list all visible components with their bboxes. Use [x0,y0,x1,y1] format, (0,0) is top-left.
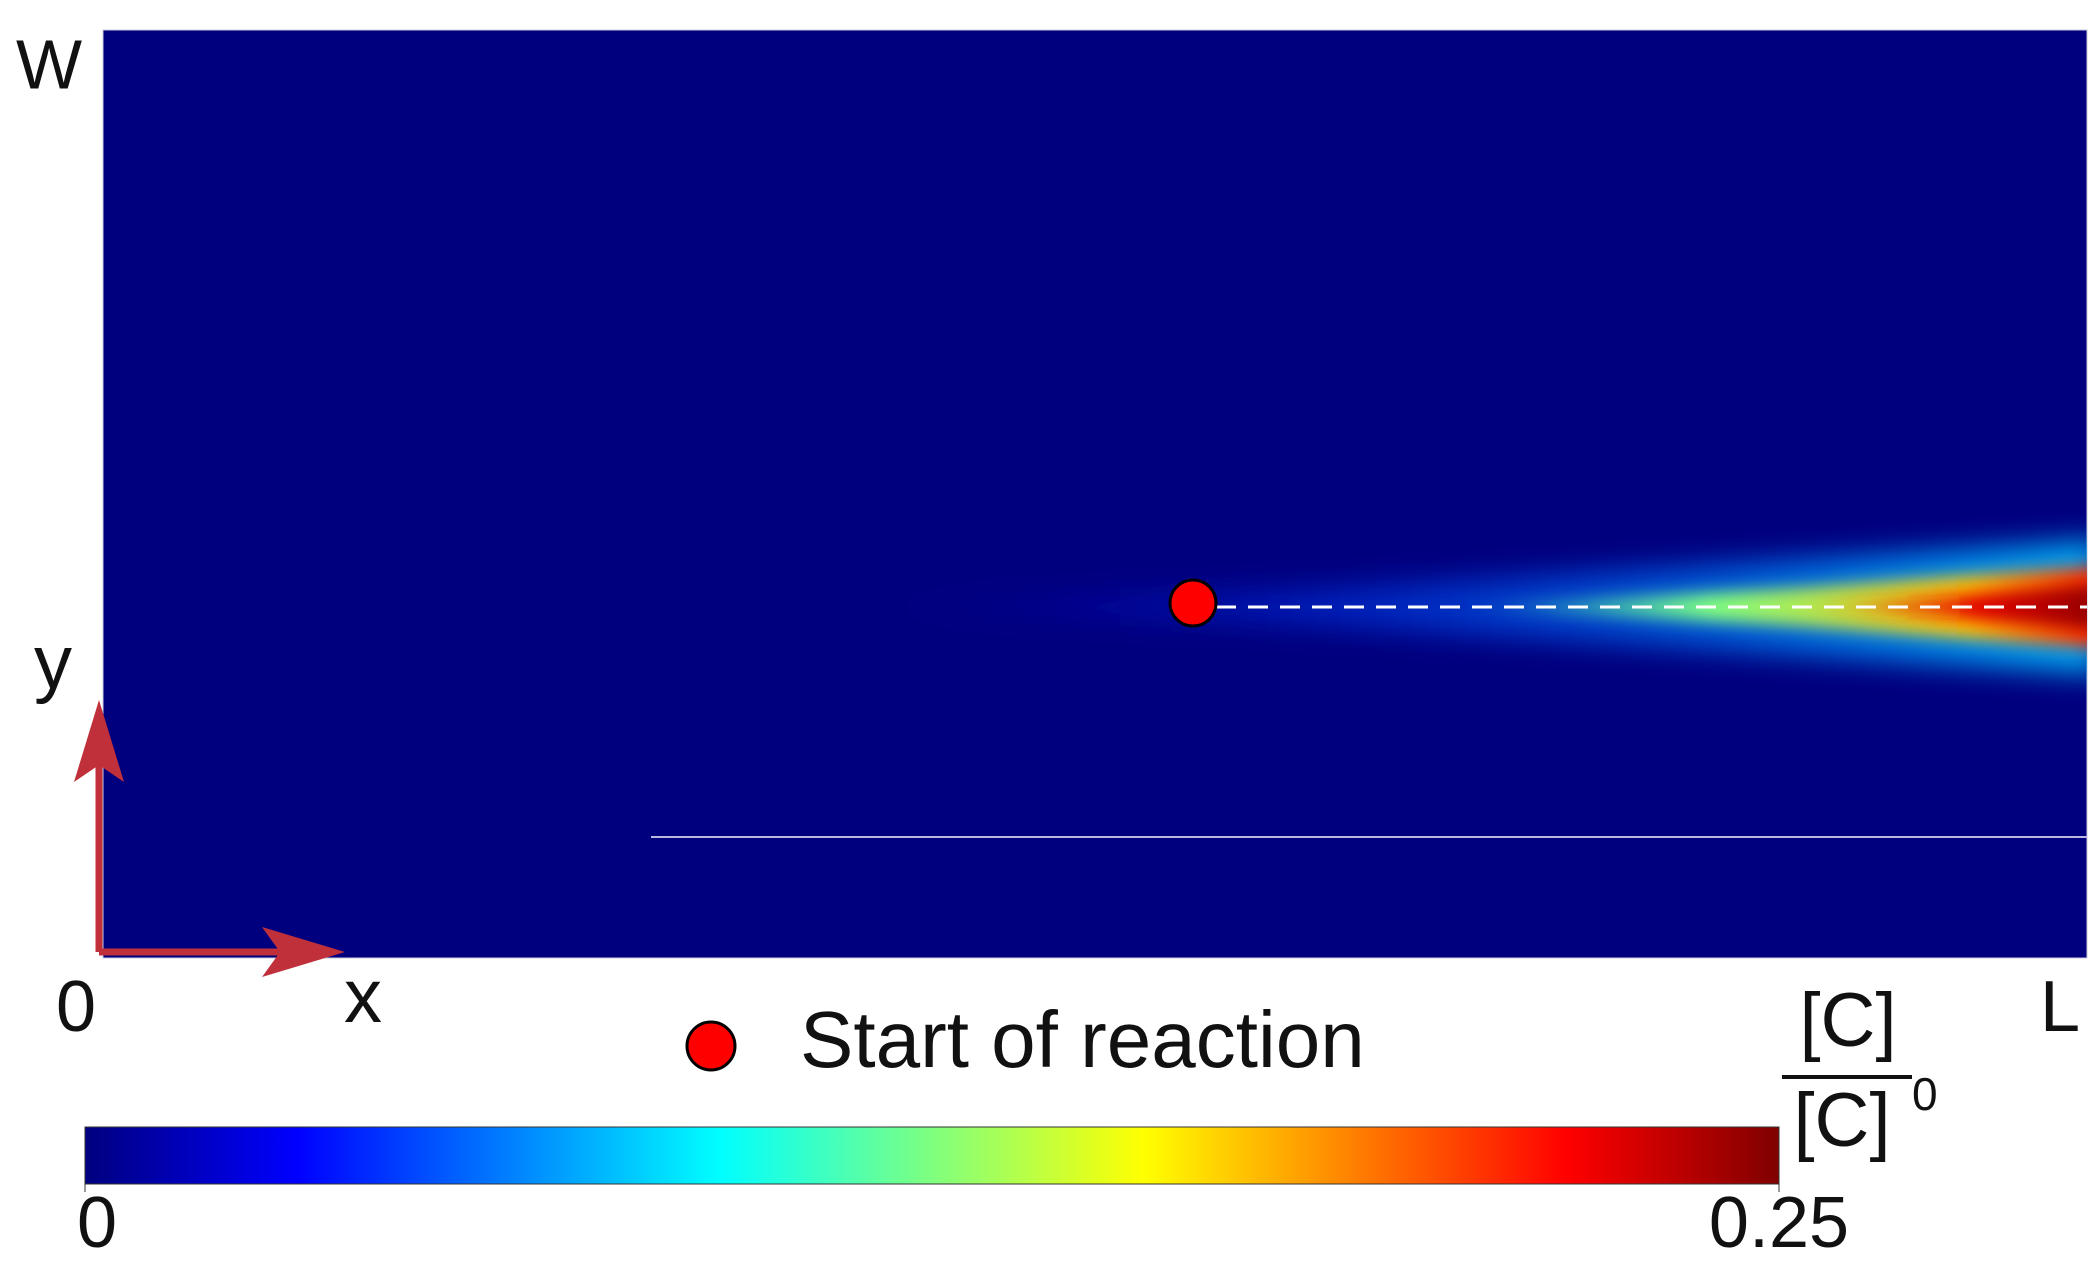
plume-hot [1800,585,2087,629]
w-label: W [16,25,82,103]
legend-label: Start of reaction [800,995,1365,1084]
colorbar [84,1126,1780,1185]
legend-marker [685,1020,737,1072]
colorbar-tick-label: 0.25 [1709,1183,1849,1263]
x-label: x [344,954,382,1039]
concentration-field [102,29,2088,959]
x-arrow-head [262,927,345,977]
y-label: y [34,620,72,705]
colorbar-ticks: 0 0.25 [77,1183,1849,1263]
reaction-start-marker [1168,578,1218,628]
axis-arrows [74,700,345,977]
colorbar-tick-label: 0 [77,1183,117,1263]
origin-label: 0 [56,967,96,1047]
colorbar-superscript: 0 [1912,1068,1938,1120]
y-arrow-head [74,700,124,782]
colorbar-denominator: [C] [1793,1078,1890,1163]
colorbar-numerator: [C] [1799,978,1896,1063]
l-label: L [2040,967,2080,1047]
